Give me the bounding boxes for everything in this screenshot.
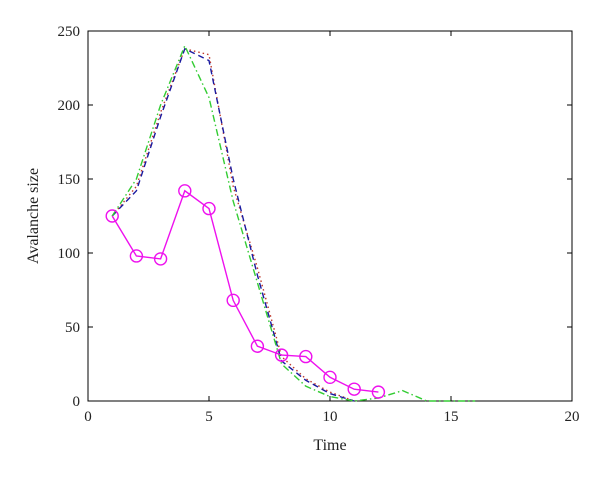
axes bbox=[87, 30, 573, 402]
y-tick-label: 100 bbox=[58, 246, 81, 262]
y-tick-label: 50 bbox=[65, 320, 80, 336]
plot-frame bbox=[87, 30, 573, 402]
data-point bbox=[129, 249, 144, 263]
data-point bbox=[178, 184, 192, 198]
y-axis-title: Avalanche size bbox=[25, 168, 42, 264]
y-axis-ticks: 0 50 100 150 200 250 bbox=[58, 24, 572, 410]
y-tick-label: 200 bbox=[58, 98, 81, 114]
y-tick-label: 0 bbox=[73, 394, 81, 410]
data-point bbox=[371, 385, 386, 399]
data-point bbox=[226, 293, 240, 308]
x-tick-label: 5 bbox=[205, 409, 213, 425]
x-tick-label: 15 bbox=[444, 409, 459, 425]
series-line bbox=[111, 47, 355, 402]
data-point bbox=[299, 349, 313, 364]
x-tick-label: 20 bbox=[565, 409, 580, 425]
data-point bbox=[323, 370, 337, 385]
x-axis-title: Time bbox=[313, 437, 346, 454]
data-point bbox=[202, 201, 216, 216]
data-point bbox=[347, 382, 361, 396]
x-tick-label: 0 bbox=[84, 409, 92, 425]
series-1 bbox=[111, 47, 355, 402]
data-point bbox=[274, 348, 289, 362]
series-lines bbox=[105, 44, 476, 402]
series-line bbox=[111, 47, 355, 402]
y-tick-label: 250 bbox=[58, 24, 81, 40]
y-tick-label: 150 bbox=[58, 172, 81, 188]
series-line bbox=[111, 189, 379, 393]
x-tick-label: 10 bbox=[323, 409, 338, 425]
x-axis-ticks: 0 5 10 15 20 bbox=[84, 31, 580, 425]
data-point bbox=[250, 339, 265, 353]
data-point bbox=[153, 252, 168, 266]
data-point bbox=[105, 209, 119, 223]
series-4 bbox=[105, 184, 386, 399]
series-2 bbox=[111, 47, 355, 402]
